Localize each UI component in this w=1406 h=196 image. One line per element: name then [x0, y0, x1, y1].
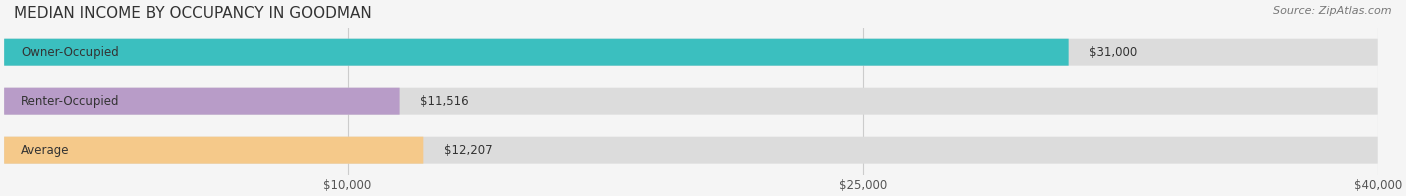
FancyBboxPatch shape [4, 39, 1069, 66]
Text: $31,000: $31,000 [1090, 46, 1137, 59]
FancyBboxPatch shape [4, 137, 423, 164]
Text: $12,207: $12,207 [444, 144, 492, 157]
FancyBboxPatch shape [4, 39, 1378, 66]
FancyBboxPatch shape [4, 137, 1378, 164]
Text: Renter-Occupied: Renter-Occupied [21, 95, 120, 108]
FancyBboxPatch shape [4, 88, 1378, 115]
Text: MEDIAN INCOME BY OCCUPANCY IN GOODMAN: MEDIAN INCOME BY OCCUPANCY IN GOODMAN [14, 6, 371, 21]
FancyBboxPatch shape [4, 88, 399, 115]
Text: Source: ZipAtlas.com: Source: ZipAtlas.com [1274, 6, 1392, 16]
Text: Owner-Occupied: Owner-Occupied [21, 46, 120, 59]
Text: $11,516: $11,516 [420, 95, 468, 108]
Text: Average: Average [21, 144, 70, 157]
